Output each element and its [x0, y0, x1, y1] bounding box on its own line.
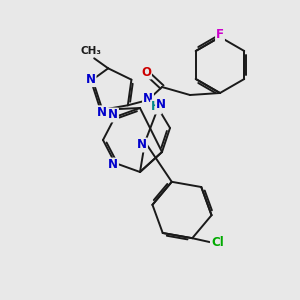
- Text: N: N: [156, 98, 166, 112]
- Text: F: F: [216, 28, 224, 41]
- Text: H: H: [151, 100, 161, 113]
- Text: CH₃: CH₃: [81, 46, 102, 56]
- Text: N: N: [137, 139, 147, 152]
- Text: O: O: [141, 65, 151, 79]
- Text: N: N: [85, 73, 96, 86]
- Text: N: N: [108, 109, 118, 122]
- Text: N: N: [143, 92, 153, 104]
- Text: Cl: Cl: [211, 236, 224, 249]
- Text: N: N: [108, 158, 118, 172]
- Text: N: N: [98, 106, 107, 119]
